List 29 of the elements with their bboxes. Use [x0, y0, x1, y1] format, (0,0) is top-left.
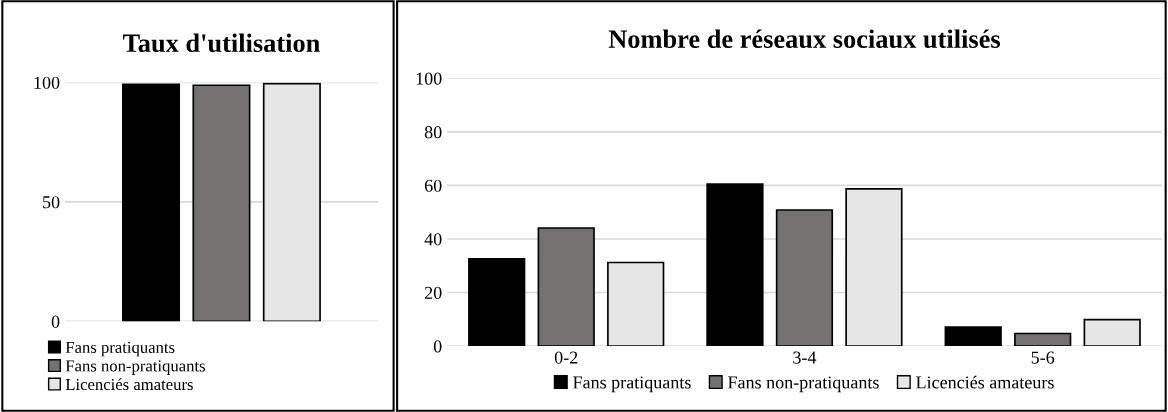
bar — [1083, 318, 1141, 347]
x-tick-label: 3-4 — [793, 351, 817, 364]
bar — [537, 227, 595, 347]
legend-label: Fans pratiquants — [65, 341, 175, 357]
y-tick-label: 80 — [424, 126, 442, 139]
y-tick-label: 0 — [51, 315, 60, 328]
y-tick-label: 60 — [424, 179, 442, 192]
y-tick-label: 20 — [424, 286, 442, 299]
bar — [468, 257, 526, 347]
bar — [1014, 332, 1072, 347]
bar — [944, 326, 1002, 347]
chart-title: Nombre de réseaux sociaux utilisés — [608, 29, 1000, 49]
legend-label: Fans non-pratiquants — [728, 376, 879, 393]
legend-label: Fans pratiquants — [573, 376, 691, 393]
y-tick-label: 100 — [34, 76, 60, 89]
y-tick-label: 50 — [43, 196, 60, 209]
legend-label: Fans non-pratiquants — [65, 360, 205, 375]
chart-title: Taux d'utilisation — [122, 33, 320, 53]
x-tick-label: 5-6 — [1031, 351, 1055, 364]
legend-label: Licenciés amateurs — [916, 375, 1054, 389]
legend-label: Licenciés amateurs — [65, 378, 193, 391]
bar — [845, 188, 903, 347]
bar — [607, 261, 665, 347]
bar — [775, 209, 834, 347]
y-tick-label: 0 — [433, 340, 442, 353]
y-tick-label: 100 — [416, 72, 442, 85]
bar — [706, 183, 764, 347]
y-tick-label: 40 — [424, 233, 442, 246]
x-tick-label: 0-2 — [554, 351, 578, 364]
